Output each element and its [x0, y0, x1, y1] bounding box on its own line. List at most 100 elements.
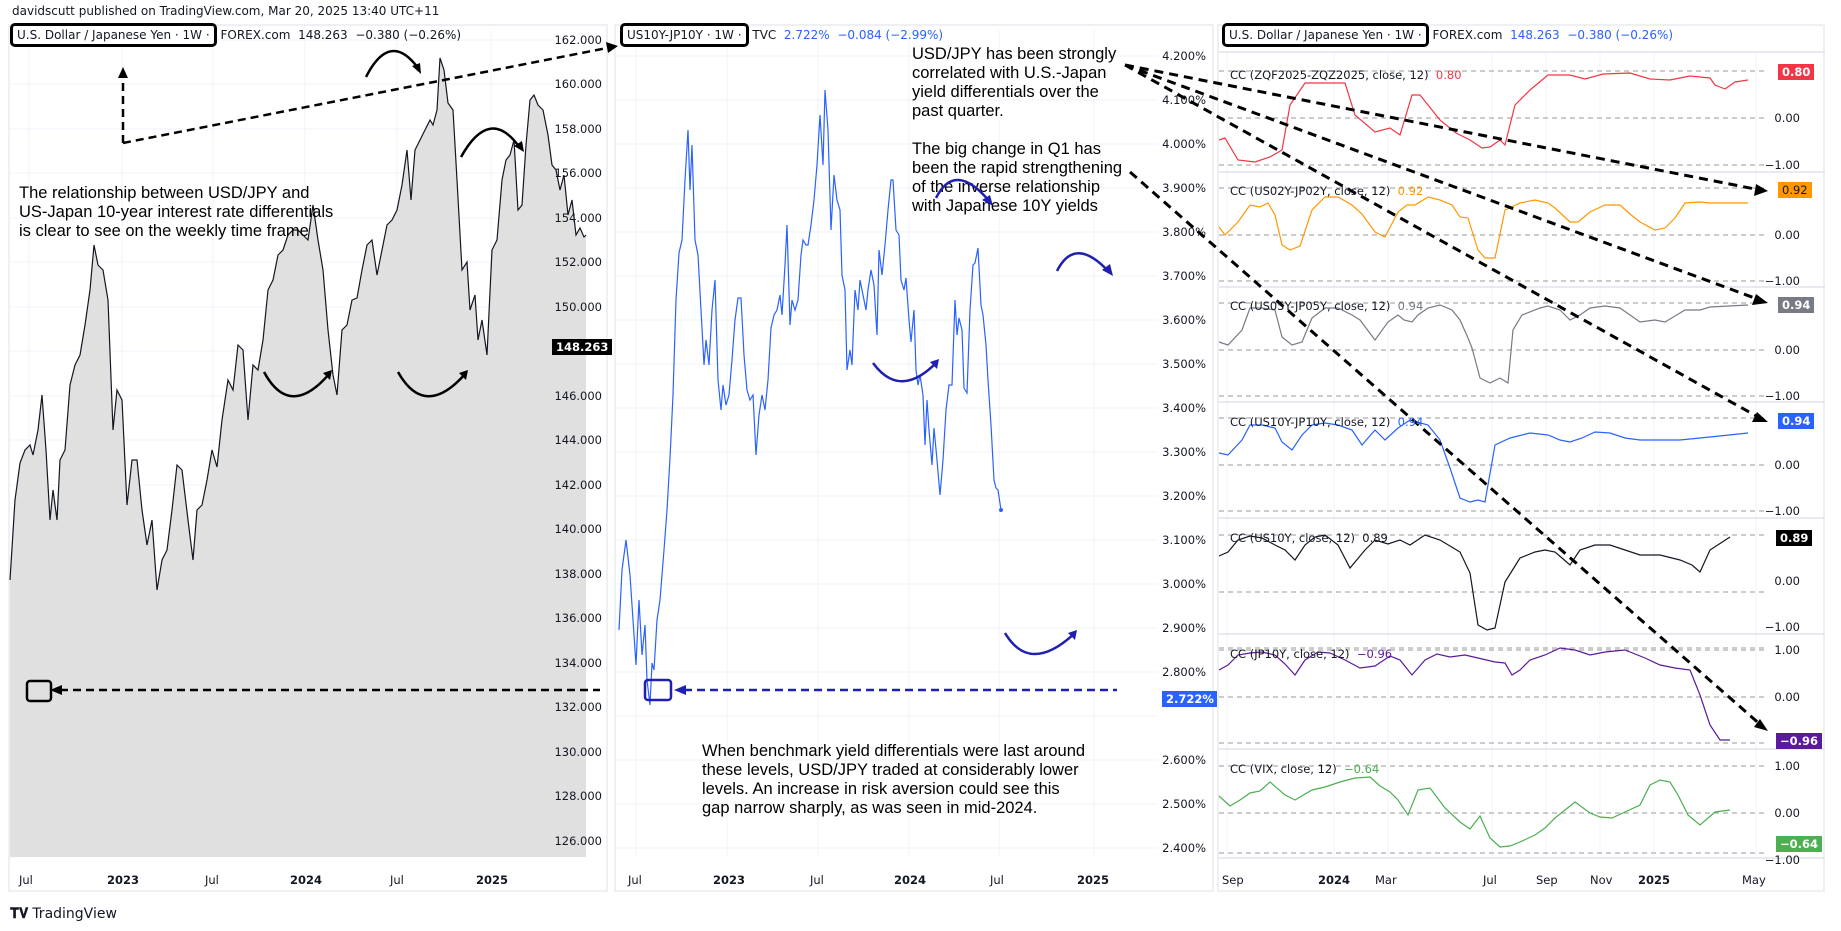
cc-jp10y-legend[interactable]: CC (JP10Y, close, 12) −0.96: [1230, 647, 1392, 661]
y-tick: 146.000: [554, 389, 602, 403]
y-tick: 3.200%: [1162, 489, 1206, 503]
historical-level-box-mid: [643, 678, 673, 702]
y-tick: 4.200%: [1162, 49, 1206, 63]
cc-us05-value: 0.94: [1397, 299, 1424, 313]
cc-zq-legend[interactable]: CC (ZQF2025-ZQZ2025, close, 12) 0.80: [1230, 68, 1462, 82]
y-tick: 0.00: [1774, 111, 1800, 125]
yield-spread-symbol[interactable]: US10Y-JP10Y · 1W ·: [620, 23, 749, 47]
y-tick: 0.00: [1774, 343, 1800, 357]
y-tick: 2.600%: [1162, 753, 1206, 767]
cc-jp10y-value: −0.96: [1356, 647, 1393, 661]
y-tick: 158.000: [554, 122, 602, 136]
yield-spread-price: 2.722%: [783, 28, 830, 42]
cc-us10-legend[interactable]: CC (US10Y-JP10Y, close, 12) 0.94: [1230, 415, 1423, 429]
cc-jp10y-label: CC (JP10Y, close, 12): [1230, 647, 1350, 661]
yield-spread-change: −0.084 (−2.99%): [837, 28, 944, 42]
usdjpy-price: 148.263: [298, 28, 348, 42]
cc-vix-legend[interactable]: CC (VIX, close, 12) −0.64: [1230, 762, 1379, 776]
yield-spread-source: TVC: [752, 28, 777, 42]
y-tick: 3.500%: [1162, 357, 1206, 371]
yield-spread-panel[interactable]: [614, 24, 1214, 892]
x-tick: 2023: [107, 873, 140, 887]
cc-us10y-line: [1218, 534, 1731, 631]
cc-us05-legend[interactable]: CC (US05Y-JP05Y, close, 12) 0.94: [1230, 299, 1423, 313]
y-tick: 150.000: [554, 300, 602, 314]
y-tick: 3.800%: [1162, 225, 1206, 239]
y-tick: 134.000: [554, 656, 602, 670]
y-tick: −1.00: [1764, 274, 1800, 288]
y-tick: 136.000: [554, 611, 602, 625]
cc-vix-value: −0.64: [1344, 762, 1380, 776]
x-tick: May: [1742, 873, 1766, 887]
usdjpy-annotation: The relationship between USD/JPY and US-…: [19, 184, 334, 240]
cc-us02-legend[interactable]: CC (US02Y-JP02Y, close, 12) 0.92: [1230, 184, 1423, 198]
y-tick: 132.000: [554, 700, 602, 714]
x-tick: 2023: [713, 873, 746, 887]
y-tick: 126.000: [554, 834, 602, 848]
y-tick: 2.500%: [1162, 797, 1206, 811]
y-tick: 1.00: [1774, 643, 1800, 657]
correlation-source: FOREX.com: [1432, 28, 1503, 42]
usdjpy-legend[interactable]: U.S. Dollar / Japanese Yen · 1W · FOREX.…: [10, 23, 462, 47]
x-tick: Jul: [810, 873, 824, 887]
tradingview-logo[interactable]: 𝐓𝐕 TradingView: [10, 906, 117, 922]
cc-us02-value: 0.92: [1397, 184, 1424, 198]
published-by-text: davidscutt published on TradingView.com,…: [12, 4, 440, 18]
y-tick: 2.400%: [1162, 841, 1206, 855]
x-tick: 2024: [1318, 873, 1351, 887]
usdjpy-change: −0.380 (−0.26%): [355, 28, 462, 42]
usdjpy-area: [10, 58, 586, 857]
y-tick: 3.100%: [1162, 533, 1206, 547]
y-tick: 0.00: [1774, 458, 1800, 472]
y-tick: 140.000: [554, 522, 602, 536]
y-tick: 162.000: [554, 33, 602, 47]
correlation-symbol[interactable]: U.S. Dollar / Japanese Yen · 1W ·: [1222, 23, 1429, 47]
y-tick: 0.00: [1774, 228, 1800, 242]
y-tick: 3.300%: [1162, 445, 1206, 459]
cc-us10y-legend[interactable]: CC (US10Y, close, 12) 0.89: [1230, 531, 1388, 545]
y-tick: 152.000: [554, 255, 602, 269]
correlation-panel[interactable]: [1217, 24, 1825, 892]
yield-gap-annotation: When benchmark yield differentials were …: [702, 742, 1086, 817]
y-tick: 3.600%: [1162, 313, 1206, 327]
y-tick: −1.00: [1764, 504, 1800, 518]
y-tick: 2.800%: [1162, 665, 1206, 679]
historical-level-box-left: [25, 679, 53, 703]
cc-zq-value: 0.80: [1435, 68, 1462, 82]
cc-us05-line: [1218, 304, 1749, 385]
x-tick: Jul: [628, 873, 642, 887]
usdjpy-line: [9, 57, 587, 591]
y-tick: 156.000: [554, 166, 602, 180]
y-tick: −1.00: [1764, 853, 1800, 867]
correlation-panel-legend[interactable]: U.S. Dollar / Japanese Yen · 1W · FOREX.…: [1222, 23, 1673, 47]
x-tick: 2025: [1638, 873, 1671, 887]
y-tick: 138.000: [554, 567, 602, 581]
y-tick: 1.00: [1774, 759, 1800, 773]
yield-spread-legend[interactable]: US10Y-JP10Y · 1W · TVC 2.722% −0.084 (−2…: [620, 23, 944, 47]
cc-jp10y-line: [1218, 647, 1730, 741]
y-tick: 0.00: [1774, 574, 1800, 588]
cc-us10-tag: 0.94: [1778, 413, 1815, 429]
yield-spread-line: [618, 89, 1002, 706]
y-tick: −1.00: [1764, 389, 1800, 403]
y-tick: 4.000%: [1162, 137, 1206, 151]
y-tick: 3.900%: [1162, 181, 1206, 195]
y-tick: 144.000: [554, 433, 602, 447]
cc-us10-line: [1218, 419, 1749, 503]
x-tick: 2025: [476, 873, 509, 887]
x-tick: Nov: [1590, 873, 1613, 887]
x-tick: Jul: [205, 873, 219, 887]
x-tick: Jul: [19, 873, 33, 887]
cc-us10-label: CC (US10Y-JP10Y, close, 12): [1230, 415, 1391, 429]
usdjpy-source: FOREX.com: [220, 28, 291, 42]
usdjpy-last-price-tag: 148.263: [552, 339, 613, 355]
y-tick: 3.400%: [1162, 401, 1206, 415]
usdjpy-symbol[interactable]: U.S. Dollar / Japanese Yen · 1W ·: [10, 23, 217, 47]
cc-vix-line: [1218, 776, 1731, 848]
y-tick: −1.00: [1764, 158, 1800, 172]
y-tick: 130.000: [554, 745, 602, 759]
yield-spread-last-price-tag: 2.722%: [1162, 691, 1218, 707]
